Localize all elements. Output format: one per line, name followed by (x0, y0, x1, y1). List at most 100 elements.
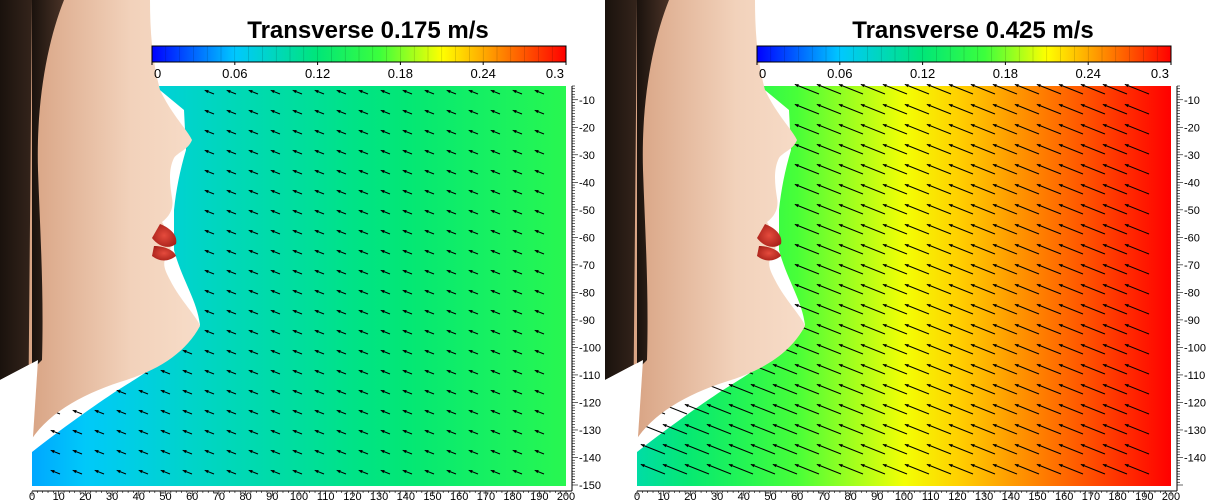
arrow-head (292, 290, 297, 294)
y-tick-label: -120 (1184, 397, 1206, 409)
arrow-head (1036, 304, 1041, 308)
arrow-head (882, 84, 887, 88)
arrow-head (992, 464, 997, 468)
vector-arrow (772, 403, 798, 415)
vector-arrow (992, 403, 1018, 415)
arrow-head (1124, 164, 1129, 168)
arrow-head (446, 370, 451, 374)
vector-arrow (838, 243, 864, 255)
vector-arrow (926, 243, 952, 255)
vector-arrow (816, 403, 842, 415)
vector-arrow (992, 223, 1018, 235)
arrow-head (512, 190, 517, 194)
arrow-head (970, 284, 975, 288)
vector-arrow (882, 443, 908, 455)
arrow-head (490, 250, 495, 254)
arrow-head (336, 390, 341, 394)
arrow-head (992, 344, 997, 348)
arrow-head (468, 210, 473, 214)
arrow-head (138, 410, 143, 414)
vector-arrow (904, 403, 930, 415)
arrow-head (860, 364, 865, 368)
arrow-head (204, 290, 209, 294)
arrow-head (50, 450, 55, 454)
vector-arrow (1124, 403, 1150, 415)
arrow-head (1080, 204, 1085, 208)
arrow-head (424, 150, 429, 154)
arrow-head (904, 184, 909, 188)
arrow-head (882, 224, 887, 228)
arrow-head (1102, 84, 1107, 88)
arrow-head (1014, 344, 1019, 348)
arrow-head (882, 204, 887, 208)
arrow-head (816, 204, 821, 208)
vector-arrow (1102, 143, 1128, 155)
arrow-head (948, 184, 953, 188)
arrow-head (248, 170, 253, 174)
arrow-head (926, 184, 931, 188)
arrow-head (750, 384, 755, 388)
arrow-head (992, 304, 997, 308)
arrow-head (270, 230, 275, 234)
y-tick-label: -130 (579, 425, 601, 437)
arrow-head (926, 124, 931, 128)
x-tick-label: 170 (477, 491, 495, 503)
arrow-head (794, 124, 799, 128)
vector-arrow (838, 303, 864, 315)
y-tick-label: -80 (579, 287, 595, 299)
arrow-head (1036, 124, 1041, 128)
arrow-head (534, 410, 539, 414)
x-tick-label: 150 (1028, 491, 1046, 503)
arrow-head (94, 450, 99, 454)
vector-arrow (970, 363, 996, 375)
y-tick-label: -90 (579, 315, 595, 327)
vector-arrow (794, 83, 820, 95)
arrow-head (860, 244, 865, 248)
vector-arrow (1080, 83, 1106, 95)
vector-arrow (1036, 303, 1062, 315)
arrow-head (1058, 244, 1063, 248)
arrow-head (534, 90, 539, 94)
arrow-head (970, 404, 975, 408)
arrow-head (534, 190, 539, 194)
arrow-head (1014, 104, 1019, 108)
arrow-head (204, 150, 209, 154)
vector-arrow (1036, 263, 1062, 275)
x-tick-label: 50 (764, 491, 776, 503)
arrow-head (948, 204, 953, 208)
arrow-head (970, 324, 975, 328)
vector-arrow (860, 303, 886, 315)
vector-arrow (728, 423, 754, 435)
vector-arrow (992, 423, 1018, 435)
vector-arrow (904, 323, 930, 335)
arrow-head (1058, 204, 1063, 208)
x-tick-label: 180 (503, 491, 521, 503)
arrow-head (1036, 224, 1041, 228)
arrow-head (794, 104, 799, 108)
arrow-head (402, 230, 407, 234)
x-tick-label: 20 (684, 491, 696, 503)
arrow-head (750, 404, 755, 408)
arrow-head (160, 370, 165, 374)
vector-arrow (1058, 103, 1084, 115)
arrow-head (402, 110, 407, 114)
arrow-head (512, 90, 517, 94)
arrow-head (992, 84, 997, 88)
x-tick-label: 200 (557, 491, 575, 503)
vector-arrow (838, 443, 864, 455)
vector-arrow (794, 123, 820, 135)
arrow-head (380, 150, 385, 154)
arrow-head (248, 190, 253, 194)
vector-arrow (948, 403, 974, 415)
vector-arrow (970, 223, 996, 235)
vector-arrow (970, 283, 996, 295)
arrow-head (970, 204, 975, 208)
vector-arrow (948, 163, 974, 175)
vector-arrow (772, 383, 798, 395)
vector-arrow (1014, 383, 1040, 395)
vector-arrow (992, 143, 1018, 155)
vector-arrow (904, 203, 930, 215)
arrow-head (226, 230, 231, 234)
arrow-head (314, 410, 319, 414)
arrow-head (794, 444, 799, 448)
